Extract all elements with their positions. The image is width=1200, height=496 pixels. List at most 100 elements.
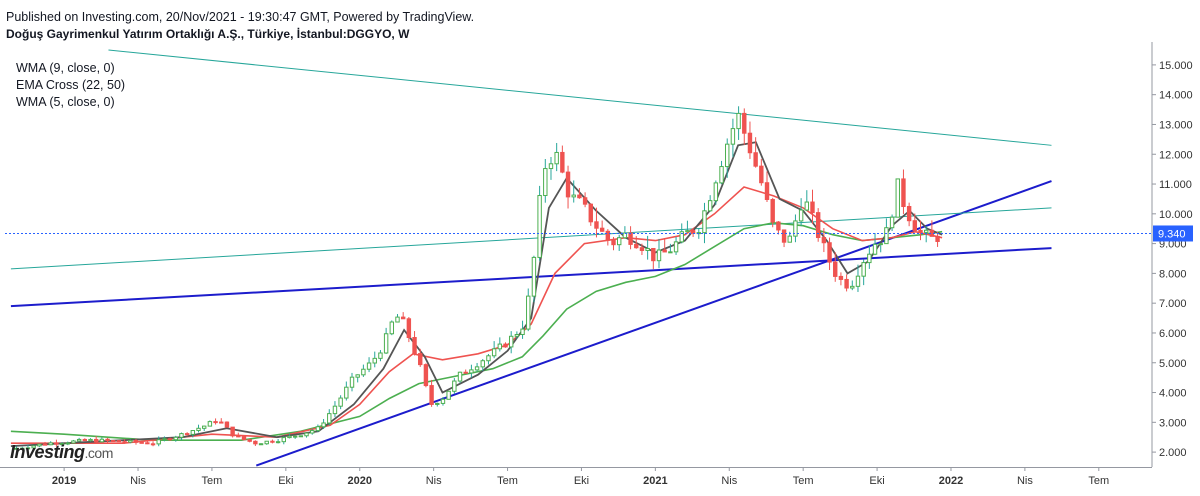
candle-body [418,353,423,366]
candle-body [605,230,611,241]
candle-body [923,229,929,233]
candle-body [446,390,451,400]
candle-body [281,437,286,443]
indicator-ema-cross[interactable]: EMA Cross (22, 50) [16,78,126,92]
candle-body [105,438,110,442]
candle-body [253,440,258,445]
candle-body [241,436,247,441]
candle-body [577,194,582,199]
candle-body [88,438,93,442]
indicator-wma5[interactable]: WMA (5, close, 0) [16,95,115,109]
candle-body [139,441,144,444]
last-price-label: 9.340 [1158,228,1186,240]
x-tick-label: Nis [130,475,146,487]
candle-body [469,369,474,374]
candle-body [571,194,576,198]
candle-body [122,441,127,444]
candle-body [798,209,804,222]
candle-body [82,438,88,442]
candle-body [65,442,70,445]
y-tick-label: 8.000 [1159,268,1187,280]
candle-body [895,178,900,218]
candle-body [673,241,679,253]
candle-body [651,247,656,262]
candle-body [184,433,190,436]
y-tick-label: 7.000 [1159,298,1187,310]
y-tick-label: 5.000 [1159,358,1187,370]
candle-body [599,227,605,232]
candle-body [526,295,531,330]
candle-body [565,171,571,198]
candle-body [838,275,844,280]
candle-body [548,163,554,170]
candle-body [76,438,82,442]
candle-body [327,413,332,424]
candle-body [167,438,173,441]
candle-body [690,230,696,234]
indicator-wma9[interactable]: WMA (9, close, 0) [16,61,115,75]
candle-body [753,152,758,167]
candle-body [770,198,775,223]
x-tick-label: 2021 [643,475,667,487]
x-tick-label: Tem [1088,475,1109,487]
y-tick-label: 15.000 [1159,60,1193,72]
candle-body [719,166,724,184]
candle-body [315,426,321,432]
candle-body [889,216,895,229]
candle-body [406,318,412,339]
candle-body [179,433,184,438]
candle-body [389,321,395,335]
candle-body [622,232,628,239]
candle-body [491,348,497,357]
candle-body [435,402,440,405]
x-tick-label: Eki [278,475,293,487]
y-tick-label: 11.000 [1159,179,1192,191]
trendline-channel-rising [10,207,1052,270]
y-tick-label: 4.000 [1159,388,1187,400]
candle-body [861,262,866,277]
candle-body [304,432,309,437]
candle-body [54,442,59,445]
candle-body [400,316,406,320]
candle-body [827,242,832,263]
candle-body [821,237,827,244]
candle-body [480,360,485,368]
y-tick-label: 10.000 [1159,209,1193,221]
candle-body [298,435,304,438]
y-tick-label: 3.000 [1159,417,1187,429]
candle-body [395,316,400,323]
candle-body [855,275,861,287]
wma9-line [10,141,943,447]
candle-body [31,445,36,449]
candle-body [787,235,792,243]
candle-body [497,343,503,350]
candle-body [201,425,207,429]
ema50-line [10,221,943,441]
candle-body [412,337,417,355]
x-tick-label: 2022 [939,475,963,487]
candle-body [25,447,31,450]
candle-body [611,239,616,246]
candle-body [520,328,525,336]
x-tick-label: Nis [721,475,737,487]
candle-body [292,435,298,438]
candle-body [349,376,355,388]
x-tick-label: Nis [1017,475,1033,487]
candle-body [594,221,599,229]
candle-body [554,151,559,165]
candle-body [662,249,667,253]
candle-body [759,165,764,184]
candle-body [707,200,713,212]
candle-body [906,206,912,222]
candle-body [713,182,719,202]
candle-body [537,195,542,258]
y-tick-label: 9.000 [1159,239,1187,251]
candle-body [372,357,377,364]
candle-body [111,440,116,443]
candle-body [190,430,196,435]
candle-body [634,243,639,249]
candle-body [850,285,855,289]
candle-body [48,442,53,446]
candle-body [150,443,156,446]
